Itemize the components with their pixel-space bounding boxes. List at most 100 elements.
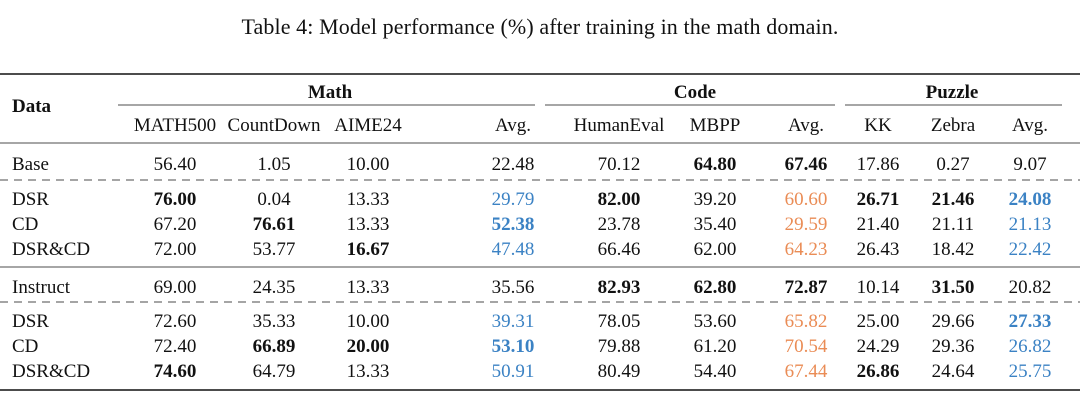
table-cell: 1.05 <box>257 154 290 175</box>
table-cell: 66.46 <box>598 239 641 260</box>
table-cell: 47.48 <box>492 239 535 260</box>
table-cell: 76.00 <box>154 189 197 210</box>
table-cell: 24.64 <box>932 361 975 382</box>
table-cell: 21.40 <box>857 214 900 235</box>
table-cell: 13.33 <box>347 214 390 235</box>
table-cell: 35.40 <box>694 214 737 235</box>
column-header: MATH500 <box>134 115 216 136</box>
table-cell: 25.00 <box>857 311 900 332</box>
table-cell: 22.48 <box>492 154 535 175</box>
table-cell: 82.93 <box>598 277 641 298</box>
table-cell: 67.20 <box>154 214 197 235</box>
column-header: HumanEval <box>574 115 665 136</box>
table-cell: 70.54 <box>785 336 828 357</box>
table-cell: 50.91 <box>492 361 535 382</box>
table-cell: 24.08 <box>1009 189 1052 210</box>
column-header: CountDown <box>228 115 321 136</box>
table-cell: 64.23 <box>785 239 828 260</box>
column-header: MBPP <box>690 115 741 136</box>
table-cell: 10.14 <box>857 277 900 298</box>
table-cell: 69.00 <box>154 277 197 298</box>
table-cell: 62.80 <box>694 277 737 298</box>
table-cell: 39.20 <box>694 189 737 210</box>
table-cell: 67.44 <box>785 361 828 382</box>
table-cell: 29.79 <box>492 189 535 210</box>
table-caption: Table 4: Model performance (%) after tra… <box>241 14 839 39</box>
row-label: DSR <box>12 189 49 210</box>
table-cell: 74.60 <box>154 361 197 382</box>
table-cell: 79.88 <box>598 336 641 357</box>
table-cell: 66.89 <box>253 336 296 357</box>
table-cell: 76.61 <box>253 214 296 235</box>
table-cell: 16.67 <box>347 239 390 260</box>
table-cell: 35.56 <box>492 277 535 298</box>
row-label: DSR&CD <box>12 239 90 260</box>
results-table-grid: Math Code Puzzle Data MATH500 CountDown AIME24… <box>0 73 1080 391</box>
row-label: CD <box>12 214 38 235</box>
table-cell: 72.60 <box>154 311 197 332</box>
table-cell: 21.11 <box>932 214 974 235</box>
table-cell: 27.33 <box>1009 311 1052 332</box>
table-cell: 64.79 <box>253 361 296 382</box>
table-cell: 17.86 <box>857 154 900 175</box>
column-header: Avg. <box>1012 115 1048 136</box>
group-header-code: Code <box>674 82 716 103</box>
table-cell: 0.04 <box>257 189 291 210</box>
table-cell: 18.42 <box>932 239 975 260</box>
table-cell: 29.36 <box>932 336 975 357</box>
column-header: Avg. <box>495 115 531 136</box>
table-cell: 21.46 <box>932 189 975 210</box>
table-cell: 53.10 <box>492 336 535 357</box>
table-cell: 23.78 <box>598 214 641 235</box>
table-cell: 61.20 <box>694 336 737 357</box>
row-label: Base <box>12 154 49 175</box>
table-cell: 31.50 <box>932 277 975 298</box>
table-cell: 80.49 <box>598 361 641 382</box>
table-cell: 0.27 <box>936 154 969 175</box>
data-column-header: Data <box>12 96 52 117</box>
table-cell: 72.40 <box>154 336 197 357</box>
table-cell: 52.38 <box>492 214 535 235</box>
group-header-puzzle: Puzzle <box>926 82 979 103</box>
table-cell: 9.07 <box>1013 154 1046 175</box>
table-cell: 25.75 <box>1009 361 1052 382</box>
table-cell: 29.59 <box>785 214 828 235</box>
column-header: KK <box>864 115 892 136</box>
table-cell: 67.46 <box>785 154 828 175</box>
row-label: Instruct <box>12 277 71 298</box>
table-cell: 20.82 <box>1009 277 1052 298</box>
column-header: Avg. <box>788 115 824 136</box>
row-label: DSR&CD <box>12 361 90 382</box>
table-cell: 60.60 <box>785 189 828 210</box>
table-cell: 13.33 <box>347 189 390 210</box>
table-cell: 78.05 <box>598 311 641 332</box>
table-cell: 21.13 <box>1009 214 1052 235</box>
table-cell: 65.82 <box>785 311 828 332</box>
table-cell: 24.35 <box>253 277 296 298</box>
table-cell: 20.00 <box>347 336 390 357</box>
table-cell: 62.00 <box>694 239 737 260</box>
table-cell: 70.12 <box>598 154 641 175</box>
group-header-math: Math <box>308 82 353 103</box>
column-header: AIME24 <box>334 115 402 136</box>
table-cell: 26.86 <box>857 361 900 382</box>
table-cell: 54.40 <box>694 361 737 382</box>
row-label: DSR <box>12 311 49 332</box>
table-cell: 64.80 <box>694 154 737 175</box>
table-cell: 72.00 <box>154 239 197 260</box>
table-cell: 53.77 <box>253 239 296 260</box>
results-table: Math Code Puzzle Data MATH500 CountDown AIME24… <box>0 72 1080 402</box>
table-cell: 39.31 <box>492 311 535 332</box>
table-cell: 24.29 <box>857 336 900 357</box>
table-cell: 26.71 <box>857 189 900 210</box>
column-header: Zebra <box>931 115 976 136</box>
table-cell: 29.66 <box>932 311 975 332</box>
table-cell: 56.40 <box>154 154 197 175</box>
table-cell: 26.43 <box>857 239 900 260</box>
table-cell: 35.33 <box>253 311 296 332</box>
table-cell: 22.42 <box>1009 239 1052 260</box>
row-label: CD <box>12 336 38 357</box>
table-cell: 72.87 <box>785 277 828 298</box>
table-cell: 53.60 <box>694 311 737 332</box>
table-cell: 13.33 <box>347 277 390 298</box>
